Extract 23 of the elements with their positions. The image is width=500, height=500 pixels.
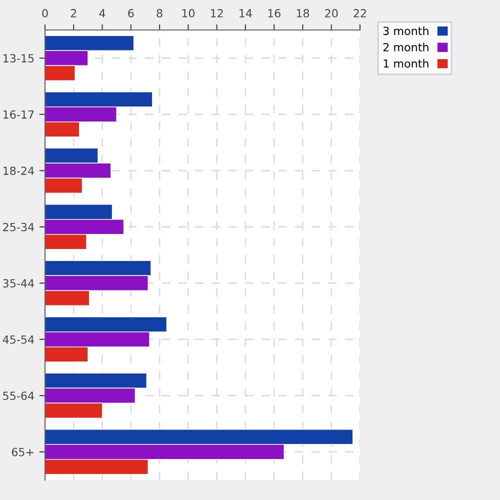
y-tick-label: 18-24 <box>4 166 34 176</box>
y-tick-label: 55-64 <box>3 392 34 400</box>
x-tick-label: 8 <box>156 9 162 18</box>
x-tick-label: 12 <box>210 9 223 18</box>
y-tick-label: 35-44 <box>3 279 34 288</box>
legend-label: 2 month <box>383 42 428 52</box>
legend-label: 1 month <box>384 59 428 68</box>
y-tick-label: 65+ <box>12 448 34 456</box>
x-tick-label: 10 <box>182 9 195 18</box>
x-tick-label: 0 <box>42 9 48 18</box>
x-tick-label: 22 <box>354 9 366 18</box>
y-tick-label: 16-17 <box>4 110 34 119</box>
y-tick-label: 45-54 <box>2 335 34 344</box>
x-tick-label: 2 <box>70 9 76 18</box>
x-tick-label: 18 <box>296 9 310 18</box>
x-tick-label: 14 <box>240 9 252 18</box>
x-tick-label: 6 <box>128 9 134 18</box>
legend-label: 3 month <box>383 26 428 36</box>
x-tick-label: 4 <box>99 9 106 18</box>
y-tick-label: 25-34 <box>3 222 34 232</box>
x-tick-label: 16 <box>268 9 280 18</box>
y-tick-label: 13-15 <box>4 54 34 63</box>
x-tick-label: 20 <box>325 9 338 18</box>
